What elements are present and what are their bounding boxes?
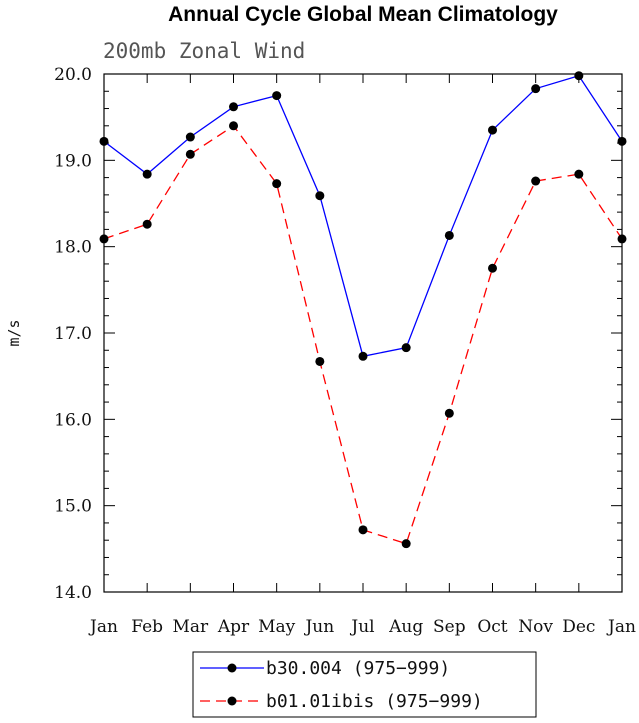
y-tick-label: 20.0 (54, 65, 92, 85)
series-1-point (358, 351, 368, 361)
series-1-point (315, 191, 325, 201)
series-1-point (272, 91, 282, 101)
series-2-point (444, 408, 454, 418)
chart-subtitle: 200mb Zonal Wind (103, 39, 305, 63)
legend-marker-series-1 (227, 663, 237, 673)
y-tick-label: 16.0 (54, 410, 92, 430)
series-1-point (444, 230, 454, 240)
y-tick-label: 19.0 (54, 151, 92, 171)
series-2-point (272, 179, 282, 189)
x-tick-label: Sep (433, 617, 466, 637)
series-line-2 (103, 124, 623, 545)
y-tick-label: 15.0 (54, 497, 92, 517)
series-2-point (185, 149, 195, 159)
x-tick-label: Oct (477, 617, 507, 637)
x-tick-label: May (258, 617, 296, 637)
x-tick-label: Jan (606, 617, 636, 637)
series-layer (99, 71, 627, 549)
series-2-point (531, 176, 541, 186)
y-tick-label: 18.0 (54, 238, 92, 258)
y-axis-label: m/s (5, 319, 23, 346)
series-1-point (401, 343, 411, 353)
series-1-point (185, 132, 195, 142)
x-tick-label: Mar (172, 617, 209, 637)
legend-box (192, 651, 537, 718)
x-tick-label: Feb (131, 617, 163, 637)
x-tick-label: Dec (562, 617, 595, 637)
series-1-point (229, 102, 238, 112)
y-tick-label: 14.0 (54, 583, 92, 603)
series-1-point (99, 136, 109, 146)
y-tick-label: 17.0 (54, 324, 92, 344)
series-2-point (488, 263, 497, 273)
chart-title: Annual Cycle Global Mean Climatology (168, 3, 558, 26)
legend-label-series-1: b30.004 (975−999) (266, 658, 450, 679)
axis-ticks: Jan Feb Mar Apr May Jun Jul Aug Sep Oct Nov Dec Jan 1… (54, 65, 636, 637)
series-1-point (617, 136, 627, 146)
series-2-point (229, 121, 238, 131)
series-2-point (315, 356, 325, 366)
series-2-point (617, 234, 627, 244)
series-2-point (358, 525, 368, 535)
legend: b30.004 (975−999) b01.01ibis (975−999) (192, 651, 537, 718)
series-1-point (574, 71, 584, 81)
series-1-point (531, 84, 541, 94)
series-1-point (142, 169, 152, 179)
legend-label-series-2: b01.01ibis (975−999) (266, 691, 483, 712)
series-1-point (488, 125, 497, 135)
legend-marker-series-2 (227, 696, 237, 706)
x-tick-label: Apr (217, 617, 250, 637)
x-tick-label: Jul (349, 617, 374, 637)
series-2-point (99, 234, 109, 244)
plot-area-frame (103, 73, 623, 593)
series-line-1 (103, 74, 623, 358)
series-2-point (401, 539, 411, 549)
series-2-point (142, 219, 152, 229)
series-2-point (574, 169, 584, 179)
x-tick-label: Jan (88, 617, 118, 637)
x-tick-label: Nov (518, 617, 553, 637)
x-tick-label: Aug (388, 617, 423, 637)
x-tick-label: Jun (303, 617, 334, 637)
